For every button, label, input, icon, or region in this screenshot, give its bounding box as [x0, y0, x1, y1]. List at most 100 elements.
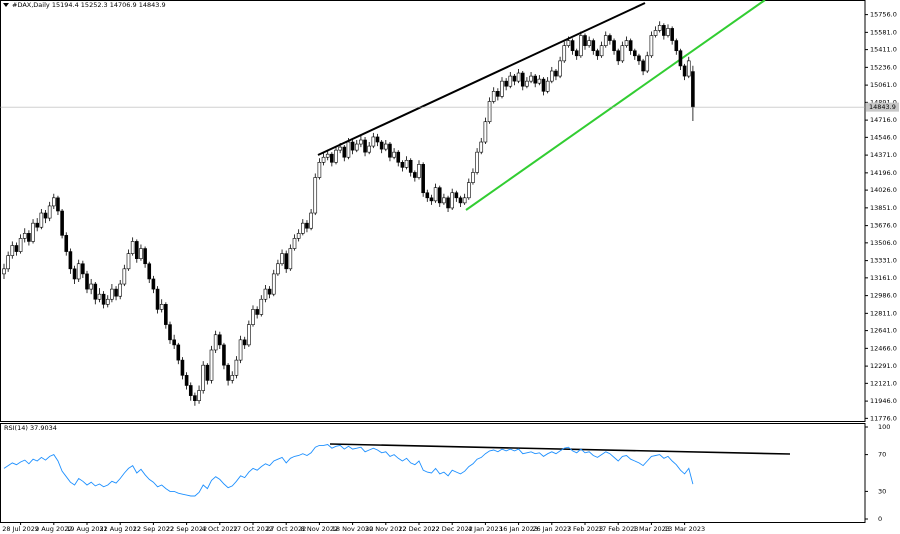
- candle-body: [292, 238, 297, 249]
- x-tick-label: 7 Feb 2023: [567, 525, 603, 533]
- candle-body: [276, 263, 280, 275]
- candle-body: [35, 222, 40, 228]
- candle-body: [496, 90, 500, 97]
- candle-body: [541, 78, 546, 92]
- rsi-tick-label: 70: [878, 451, 886, 459]
- candle-body: [188, 385, 193, 396]
- price-tag-label: 14843.9: [869, 103, 896, 111]
- candle-body: [64, 235, 69, 252]
- candle-body: [51, 197, 56, 207]
- x-tick-label: 12 Dec 2022: [398, 525, 440, 533]
- x-tick-label: 9 Aug 2022: [35, 525, 73, 533]
- candle-body: [649, 35, 654, 57]
- candle-body: [504, 80, 508, 87]
- y-tick-label: 13676.0: [870, 222, 897, 230]
- x-tick-label: 1 Mar 2023: [633, 525, 670, 533]
- candle-body: [421, 164, 425, 194]
- candle-body: [446, 197, 450, 209]
- candle-body: [554, 70, 558, 77]
- y-tick-label: 12811.0: [870, 309, 897, 317]
- candle-body: [359, 139, 363, 145]
- candle-body: [512, 75, 517, 82]
- candle-body: [288, 248, 293, 270]
- price-pane: [0, 0, 866, 422]
- x-tick-label: 22 Sep 2022: [166, 525, 207, 533]
- x-tick-label: 18 Nov 2022: [332, 525, 374, 533]
- candle-body: [670, 28, 674, 41]
- candle-body: [201, 364, 205, 391]
- y-tick-label: 12121.0: [870, 379, 897, 387]
- candle-body: [31, 222, 35, 242]
- candle-body: [354, 143, 359, 151]
- candle-body: [346, 141, 351, 158]
- candle-body: [263, 288, 268, 300]
- candle-body: [130, 241, 135, 254]
- candle-body: [218, 334, 222, 346]
- x-tick-label: 27 Oct 2022: [266, 525, 306, 533]
- candle-body: [624, 40, 629, 46]
- candle-body: [60, 210, 64, 236]
- candle-body: [309, 212, 313, 229]
- x-tick-label: 13 Mar 2023: [664, 525, 705, 533]
- rsi-line: [3, 444, 694, 497]
- candle-body: [105, 298, 110, 305]
- y-tick-label: 11776.0: [870, 414, 897, 422]
- candle-body: [68, 251, 73, 270]
- candle-body: [645, 55, 650, 72]
- candle-body: [147, 263, 152, 280]
- candle-body: [595, 50, 600, 57]
- candle-body: [653, 30, 658, 36]
- candle-body: [139, 248, 143, 259]
- rsi-pane: [0, 423, 866, 523]
- candle-body: [151, 278, 156, 290]
- candle-body: [338, 146, 342, 151]
- candle-body: [209, 349, 214, 381]
- candle-body: [479, 141, 484, 153]
- x-tick-label: 8 Nov 2022: [301, 525, 339, 533]
- candle-body: [238, 339, 243, 361]
- candle-body: [135, 241, 139, 259]
- y-tick-label: 14026.0: [870, 186, 897, 194]
- candle-body: [56, 197, 60, 212]
- y-tick-label: 15236.0: [870, 63, 897, 71]
- candle-body: [491, 90, 496, 102]
- y-tick-label: 14716.0: [870, 116, 897, 124]
- candle-body: [155, 288, 160, 310]
- candle-body: [558, 60, 562, 77]
- low: 14706.9: [110, 1, 137, 9]
- candle-body: [620, 45, 625, 62]
- x-tick-label: 12 Sep 2022: [133, 525, 174, 533]
- candle-body: [400, 162, 405, 168]
- candle-body: [454, 192, 459, 199]
- candle-body: [247, 324, 251, 346]
- candle-body: [2, 268, 6, 275]
- candle-body: [632, 50, 637, 57]
- x-tick-label: 4 Jan 2023: [468, 525, 503, 533]
- y-tick-label: 15756.0: [870, 11, 897, 19]
- x-tick-label: 4 Oct 2022: [202, 525, 238, 533]
- candle-body: [363, 139, 367, 153]
- y-tick-label: 14546.0: [870, 133, 897, 141]
- x-tick-label: 30 Nov 2022: [365, 525, 407, 533]
- candle-body: [562, 45, 567, 62]
- candle-body: [417, 164, 421, 178]
- candle-body: [110, 288, 114, 300]
- candle-body: [471, 172, 475, 183]
- candle-body: [379, 141, 384, 150]
- candle-body: [383, 143, 388, 150]
- candle-body: [587, 40, 591, 46]
- candle-body: [43, 212, 48, 219]
- candle-body: [666, 28, 670, 36]
- candle-body: [251, 309, 255, 325]
- x-tick-label: 17 Oct 2022: [233, 525, 273, 533]
- y-tick-label: 11946.0: [870, 397, 897, 405]
- candle-body: [437, 187, 442, 204]
- candle-body: [242, 339, 247, 346]
- candle-body: [545, 80, 550, 92]
- candle-body: [433, 187, 438, 202]
- candle-body: [583, 35, 587, 46]
- candle-body: [458, 197, 463, 204]
- candle-body: [525, 80, 529, 87]
- candle-body: [637, 55, 641, 62]
- candle-body: [342, 146, 347, 158]
